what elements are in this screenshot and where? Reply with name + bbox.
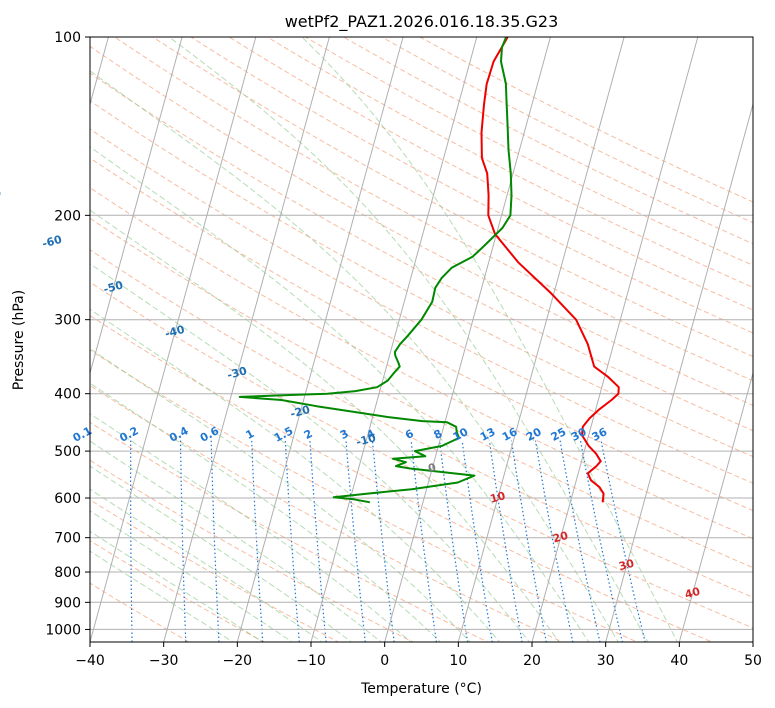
dry-adiabat-line	[90, 128, 753, 484]
isotherm-label: -40	[163, 323, 186, 341]
isotherm-label: -70	[0, 186, 3, 204]
moist-adiabat-line	[90, 465, 353, 642]
x-axis-title: Temperature (°C)	[360, 681, 482, 697]
isotherm-label: -10	[355, 431, 378, 449]
moist-adiabat-line	[90, 382, 442, 642]
mixing-ratio-line	[510, 440, 547, 642]
dry-adiabat-line	[90, 187, 753, 540]
mixing-ratio-line	[534, 440, 574, 642]
dry-adiabat-line	[113, 37, 753, 382]
mixing-ratio-label: 16	[500, 425, 520, 444]
y-tick-label: 100	[54, 30, 81, 46]
isotherm-label: -50	[102, 278, 125, 296]
isotherm-label: 20	[551, 529, 570, 546]
mixing-ratio-lines	[130, 440, 646, 642]
x-tick-label: 10	[449, 653, 467, 669]
moist-adiabat-line	[90, 413, 412, 642]
x-tick-label: 0	[380, 653, 389, 669]
isotherm-label: -30	[226, 364, 249, 382]
mixing-ratio-line	[579, 440, 623, 642]
isotherm-label: 40	[683, 585, 702, 602]
x-tick-label: −40	[75, 653, 105, 669]
y-tick-label: 300	[54, 313, 81, 329]
y-tick-label: 600	[54, 491, 81, 507]
x-tick-label: 40	[670, 653, 688, 669]
mixing-ratio-label: 10	[451, 425, 471, 444]
y-axis-title: Pressure (hPa)	[11, 290, 27, 390]
x-tick-label: −10	[296, 653, 326, 669]
x-tick-label: 30	[597, 653, 615, 669]
isotherm-label: -60	[41, 233, 64, 251]
mixing-ratio-line	[559, 440, 601, 642]
mixing-ratio-label: 30	[569, 425, 589, 444]
isotherm-line	[236, 37, 404, 642]
moist-adiabat-line	[90, 308, 501, 642]
y-tick-label: 500	[54, 444, 81, 460]
plot-frame	[89, 36, 754, 643]
x-tick-label: 20	[523, 653, 541, 669]
dry-adiabat-line	[90, 45, 753, 406]
isotherm-label: -20	[289, 403, 312, 421]
y-tick-label: 700	[54, 531, 81, 547]
x-tick-label: −30	[149, 653, 179, 669]
dry-adiabat-line	[90, 217, 753, 569]
dry-adiabat-line	[90, 281, 753, 629]
pressure-gridlines	[90, 37, 753, 630]
isotherm-label: 0	[427, 461, 438, 476]
x-tick-label: 50	[744, 653, 762, 669]
mixing-ratio-line	[488, 440, 523, 642]
isotherm-label: 30	[617, 557, 636, 574]
isotherm-line	[605, 102, 753, 642]
mixing-ratio-label: 13	[478, 425, 498, 444]
dry-adiabat-line	[90, 315, 714, 642]
isotherm-line	[678, 371, 753, 642]
skewed-isotherms	[90, 37, 753, 642]
dry-adiabat-line	[90, 385, 564, 642]
isotherm-line	[90, 37, 183, 375]
mixing-ratio-label: 20	[524, 425, 544, 444]
isotherm-line	[163, 37, 330, 642]
mixing-ratio-line	[439, 440, 469, 642]
dry-adiabats	[90, 37, 753, 642]
mixing-ratio-label: 25	[549, 425, 569, 444]
isotherm-line	[90, 37, 257, 642]
moist-adiabat-line	[90, 488, 323, 642]
isotherm-line	[310, 37, 478, 642]
y-tick-label: 400	[54, 387, 81, 403]
mixing-ratio-line	[461, 440, 493, 642]
temperature-profile-line	[480, 37, 620, 503]
sounding-profiles	[238, 37, 620, 504]
dewpoint-profile-line	[238, 37, 513, 504]
dry-adiabat-line	[228, 37, 753, 311]
moist-adiabat-line	[90, 263, 531, 642]
moist-adiabat-line	[90, 440, 382, 642]
y-tick-label: 1000	[45, 622, 81, 638]
dry-adiabat-line	[151, 37, 753, 358]
mixing-ratio-label: 36	[590, 425, 610, 444]
dry-adiabat-line	[90, 72, 753, 432]
y-tick-label: 800	[54, 565, 81, 581]
x-tick-label: −20	[223, 653, 253, 669]
isotherm-line	[531, 37, 699, 642]
mixing-ratio-line	[600, 440, 646, 642]
dry-adiabat-line	[190, 37, 753, 334]
y-axis: 100 200 300 400 500 600 700 800 900 1000	[45, 30, 90, 638]
dry-adiabat-line	[90, 100, 753, 458]
chart-title: wetPf2_PAZ1.2026.016.18.35.G23	[285, 12, 559, 32]
y-tick-label: 900	[54, 595, 81, 611]
dry-adiabat-line	[266, 37, 753, 288]
plot-area	[90, 37, 753, 642]
x-axis: −40 −30 −20 −10 0 10 20 30 40 50	[75, 642, 762, 669]
moist-adiabat-line	[90, 348, 471, 642]
isotherm-label: 10	[489, 489, 508, 506]
moist-adiabat-line	[90, 209, 560, 642]
dry-adiabat-line	[90, 349, 639, 642]
isotherm-line	[384, 37, 551, 642]
isotherm-line	[457, 37, 625, 642]
dry-adiabat-line	[90, 249, 753, 598]
y-tick-label: 200	[54, 208, 81, 224]
